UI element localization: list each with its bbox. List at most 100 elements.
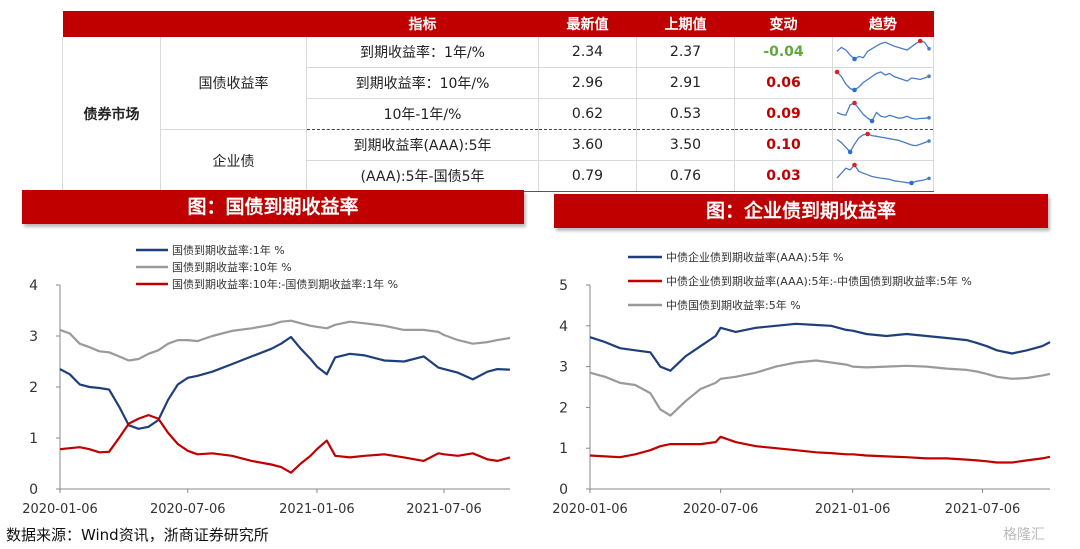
- legend-label: 中债国债到期收益率:5年 %: [666, 298, 801, 312]
- sparkline-last-marker: [927, 74, 931, 78]
- group-label: 企业债: [160, 129, 307, 192]
- table-row: 债券市场 国债收益率 到期收益率：1年/% 2.34 2.37 -0.04: [62, 37, 934, 192]
- series-line-3: [59, 414, 511, 474]
- sparkline-high-marker: [852, 162, 857, 168]
- y-tick-label: 2: [29, 380, 38, 396]
- y-tick-label: 4: [29, 278, 38, 294]
- latest-cell: 0.79: [538, 160, 637, 192]
- sparkline-path: [836, 163, 930, 184]
- indicator-cell: (AAA):5年-国债5年: [306, 160, 539, 192]
- trend-cell: [832, 98, 934, 130]
- right-chart-banner: 图：企业债到期收益率: [554, 194, 1048, 228]
- table-row: 到期收益率：10年/% 2.96 2.91 0.06: [63, 67, 934, 99]
- section-label: 债券市场: [62, 37, 161, 192]
- trend-sparkline: [836, 131, 931, 155]
- previous-cell: 3.50: [636, 129, 735, 161]
- trend-sparkline: [836, 162, 931, 186]
- sparkline-last-marker: [927, 115, 931, 120]
- trend-cell: [832, 37, 934, 68]
- x-tick-label: 2021-01-06: [815, 502, 891, 517]
- change-cell: 0.06: [734, 67, 833, 99]
- latest-cell: 3.60: [538, 129, 637, 161]
- header-group: [160, 11, 307, 37]
- sparkline-high-marker: [865, 131, 870, 137]
- sparkline-path: [836, 40, 930, 60]
- trend-sparkline: [836, 38, 931, 62]
- series-line-3: [589, 359, 1051, 417]
- series-line-2: [59, 319, 511, 362]
- y-tick-label: 2: [559, 400, 568, 416]
- sparkline-last-marker: [927, 176, 931, 181]
- header-trend: 趋势: [832, 11, 934, 37]
- legend-label: 国债到期收益率:10年:-国债到期收益率:1年 %: [172, 277, 398, 291]
- y-tick-label: 5: [559, 278, 568, 294]
- header-previous: 上期值: [636, 11, 735, 37]
- header-change: 变动: [734, 11, 833, 37]
- header-latest: 最新值: [538, 11, 637, 37]
- indicator-cell: 10年-1年/%: [306, 98, 539, 130]
- sparkline-low-marker: [852, 56, 857, 62]
- x-tick-label: 2020-07-06: [150, 502, 226, 517]
- left-chart-banner: 图：国债到期收益率: [22, 190, 524, 224]
- table-row: 企业债 到期收益率(AAA):5年 3.60 3.50 0.10: [63, 129, 934, 192]
- header-section: [62, 11, 161, 37]
- trend-cell: [832, 160, 934, 192]
- x-tick-label: 2021-07-06: [945, 502, 1021, 517]
- y-tick-label: 4: [559, 319, 568, 335]
- latest-cell: 0.62: [538, 98, 637, 130]
- series-line-1: [589, 322, 1051, 372]
- header-indicator: 指标: [306, 11, 539, 37]
- sparkline-path: [836, 102, 930, 122]
- x-tick-label: 2020-01-06: [22, 502, 98, 517]
- indicator-cell: 到期收益率：10年/%: [306, 67, 539, 99]
- trend-sparkline: [834, 69, 931, 93]
- watermark: 格隆汇: [1003, 527, 1045, 543]
- sparkline-last-marker: [927, 139, 931, 143]
- sparkline-last-marker: [927, 46, 931, 51]
- y-tick-label: 1: [559, 441, 568, 457]
- y-tick-label: 0: [29, 482, 38, 498]
- change-cell: 0.09: [734, 98, 833, 130]
- sparkline-low-marker: [852, 87, 857, 93]
- table-header-row: 指标 最新值 上期值 变动 趋势: [62, 11, 934, 37]
- table-row: 10年-1年/% 0.62 0.53 0.09: [63, 98, 934, 130]
- sparkline-high-marker: [852, 100, 857, 106]
- table-row: (AAA):5年-国债5年 0.79 0.76 0.03: [63, 160, 934, 192]
- indicator-cell: 到期收益率(AAA):5年: [306, 129, 539, 161]
- change-cell: -0.04: [734, 37, 833, 68]
- govt-bond-yield-chart: 0 1 2 3 4 2020-01-06 2020-07-06 2021-01-06 2021-…: [22, 243, 511, 517]
- x-tick-label: 2021-07-06: [406, 502, 482, 517]
- change-cell: 0.10: [734, 129, 833, 161]
- legend-label: 国债到期收益率:1年 %: [172, 243, 285, 257]
- bond-market-table: 指标 最新值 上期值 变动 趋势 债券市场 国债收益率 到期收益率：1年/% 2…: [62, 11, 934, 192]
- x-tick-label: 2021-01-06: [279, 502, 355, 517]
- corporate-bond-yield-chart: 0 1 2 3 4 5 2020-01-06 2020-07-06 2021-01-06 2021…: [552, 250, 1051, 517]
- latest-cell: 2.34: [538, 37, 637, 68]
- series-line-2: [589, 435, 1051, 464]
- legend-label: 国债到期收益率:10年 %: [172, 260, 292, 274]
- group-label: 国债收益率: [160, 37, 307, 130]
- sparkline-high-marker: [834, 69, 840, 75]
- sparkline-high-marker: [917, 38, 923, 44]
- trend-cell: [832, 67, 934, 99]
- previous-cell: 2.37: [636, 37, 735, 68]
- x-tick-label: 2020-07-06: [683, 502, 759, 517]
- source-note: 数据来源：Wind资讯，浙商证券研究所: [6, 526, 269, 544]
- sparkline-path: [836, 133, 930, 154]
- previous-cell: 0.53: [636, 98, 735, 130]
- trend-cell: [832, 129, 934, 161]
- previous-cell: 2.91: [636, 67, 735, 99]
- indicator-cell: 到期收益率：1年/%: [306, 37, 539, 68]
- y-tick-label: 3: [29, 329, 38, 345]
- y-tick-label: 0: [559, 482, 568, 498]
- previous-cell: 0.76: [636, 160, 735, 192]
- y-tick-label: 1: [29, 431, 38, 447]
- legend-label: 中债企业债到期收益率(AAA):5年:-中债国债到期收益率:5年 %: [666, 274, 972, 288]
- series-line-1: [59, 335, 511, 430]
- sparkline-low-marker: [909, 180, 914, 186]
- x-tick-label: 2020-01-06: [552, 502, 628, 517]
- sparkline-path: [836, 71, 930, 91]
- change-cell: 0.03: [734, 160, 833, 192]
- y-tick-label: 3: [559, 360, 568, 376]
- sparkline-low-marker: [847, 149, 853, 155]
